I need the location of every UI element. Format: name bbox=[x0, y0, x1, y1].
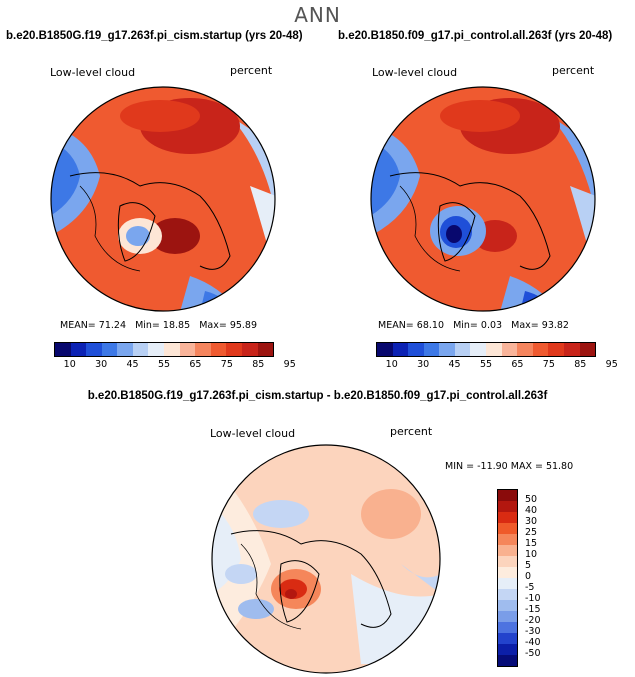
colorbar-tick-label: 30 bbox=[95, 359, 108, 370]
colorbar-tick-label: 10 bbox=[525, 549, 538, 560]
colorbar-tick-label: -5 bbox=[525, 582, 535, 593]
colorbar-tick-label: 95 bbox=[283, 359, 296, 370]
colorbar-swatch bbox=[517, 343, 533, 356]
colorbar-swatch bbox=[532, 343, 549, 356]
colorbar-tick-label: 50 bbox=[525, 494, 538, 505]
season-title: ANN bbox=[294, 3, 341, 27]
panel2-title: b.e20.B1850.f09_g17.pi_control.all.263f … bbox=[338, 30, 613, 42]
colorbar-swatch bbox=[179, 343, 196, 356]
diff-colorbar-ticks: 50 40 30 25 15 10 5 0 -5 -10 -15 -20 -30 -40 -50 bbox=[525, 489, 565, 669]
colorbar-swatch bbox=[498, 523, 517, 534]
colorbar-tick-label: 55 bbox=[157, 359, 171, 370]
colorbar-tick-label: 65 bbox=[189, 359, 202, 370]
colorbar-swatch bbox=[498, 655, 517, 666]
colorbar-swatch bbox=[498, 501, 517, 512]
colorbar-swatch bbox=[226, 343, 242, 356]
colorbar-tick-label: 85 bbox=[252, 359, 265, 370]
colorbar-swatch bbox=[498, 578, 517, 589]
colorbar-tick-label: 40 bbox=[525, 505, 538, 516]
colorbar-tick-label: -50 bbox=[525, 648, 541, 659]
panel1-colorbar-ticks: 10 30 45 55 65 75 85 95 bbox=[54, 359, 296, 373]
colorbar-swatch bbox=[498, 622, 517, 633]
colorbar-swatch bbox=[501, 343, 518, 356]
colorbar-tick-label: 25 bbox=[525, 527, 538, 538]
panel1-map bbox=[50, 86, 276, 312]
colorbar-tick-label: -30 bbox=[525, 626, 541, 637]
colorbar-tick-label: 65 bbox=[511, 359, 524, 370]
colorbar-swatch bbox=[563, 343, 580, 356]
colorbar-swatch bbox=[70, 343, 87, 356]
colorbar-swatch bbox=[498, 534, 517, 545]
diff-minmax: MIN = -11.90 MAX = 51.80 bbox=[445, 461, 574, 472]
colorbar-swatch bbox=[423, 343, 440, 356]
diff-title: b.e20.B1850G.f19_g17.263f.pi_cism.startu… bbox=[87, 390, 548, 402]
colorbar-swatch bbox=[55, 343, 71, 356]
colorbar-swatch bbox=[498, 589, 517, 600]
colorbar-swatch bbox=[195, 343, 211, 356]
colorbar-tick-label: 30 bbox=[417, 359, 430, 370]
colorbar-swatch bbox=[579, 343, 596, 356]
panel2-map bbox=[370, 86, 596, 312]
colorbar-tick-label: -20 bbox=[525, 615, 541, 626]
colorbar-tick-label: 75 bbox=[542, 359, 555, 370]
colorbar-swatch bbox=[498, 490, 517, 501]
colorbar-swatch bbox=[470, 343, 487, 356]
colorbar-tick-label: -15 bbox=[525, 604, 541, 615]
colorbar-tick-label: 10 bbox=[63, 359, 76, 370]
colorbar-tick-label: 55 bbox=[479, 359, 493, 370]
colorbar-swatch bbox=[132, 343, 149, 356]
diff-map bbox=[211, 444, 441, 674]
diff-units-label: percent bbox=[390, 425, 433, 438]
colorbar-swatch bbox=[498, 644, 517, 655]
colorbar-tick-label: 45 bbox=[448, 359, 461, 370]
colorbar-swatch bbox=[210, 343, 227, 356]
colorbar-tick-label: 95 bbox=[605, 359, 618, 370]
colorbar-swatch bbox=[86, 343, 102, 356]
diff-colorbar bbox=[497, 489, 518, 667]
colorbar-swatch bbox=[164, 343, 180, 356]
colorbar-swatch bbox=[498, 545, 517, 556]
colorbar-tick-label: 5 bbox=[525, 560, 532, 571]
colorbar-swatch bbox=[548, 343, 564, 356]
colorbar-swatch bbox=[498, 567, 517, 578]
colorbar-swatch bbox=[439, 343, 455, 356]
colorbar-swatch bbox=[498, 633, 517, 644]
panel2-units-label: percent bbox=[552, 64, 595, 77]
colorbar-swatch bbox=[101, 343, 118, 356]
colorbar-swatch bbox=[498, 611, 517, 622]
colorbar-swatch bbox=[498, 556, 517, 567]
panel2-colorbar-ticks: 10 30 45 55 65 75 85 95 bbox=[376, 359, 618, 373]
colorbar-swatch bbox=[117, 343, 133, 356]
panel2-colorbar bbox=[376, 342, 596, 357]
panel2-variable-label: Low-level cloud bbox=[372, 66, 458, 79]
colorbar-swatch bbox=[148, 343, 165, 356]
colorbar-swatch bbox=[486, 343, 502, 356]
colorbar-swatch bbox=[257, 343, 274, 356]
colorbar-swatch bbox=[377, 343, 393, 356]
panel1-title: b.e20.B1850G.f19_g17.263f.pi_cism.startu… bbox=[6, 30, 303, 42]
panel2-stats: MEAN= 68.10 Min= 0.03 Max= 93.82 bbox=[378, 320, 569, 331]
colorbar-swatch bbox=[454, 343, 471, 356]
colorbar-tick-label: -40 bbox=[525, 637, 541, 648]
panel1-stats: MEAN= 71.24 Min= 18.85 Max= 95.89 bbox=[60, 320, 258, 331]
colorbar-swatch bbox=[392, 343, 409, 356]
colorbar-swatch bbox=[241, 343, 258, 356]
colorbar-tick-label: 85 bbox=[574, 359, 587, 370]
panel1-variable-label: Low-level cloud bbox=[50, 66, 136, 79]
colorbar-swatch bbox=[498, 600, 517, 611]
diff-variable-label: Low-level cloud bbox=[210, 427, 296, 440]
colorbar-tick-label: 45 bbox=[126, 359, 139, 370]
colorbar-tick-label: -10 bbox=[525, 593, 541, 604]
panel1-units-label: percent bbox=[230, 64, 273, 77]
panel1-colorbar bbox=[54, 342, 274, 357]
colorbar-tick-label: 15 bbox=[525, 538, 538, 549]
colorbar-tick-label: 30 bbox=[525, 516, 538, 527]
colorbar-tick-label: 10 bbox=[385, 359, 398, 370]
colorbar-tick-label: 0 bbox=[525, 571, 532, 582]
colorbar-tick-label: 75 bbox=[220, 359, 233, 370]
colorbar-swatch bbox=[408, 343, 424, 356]
colorbar-swatch bbox=[498, 512, 517, 523]
